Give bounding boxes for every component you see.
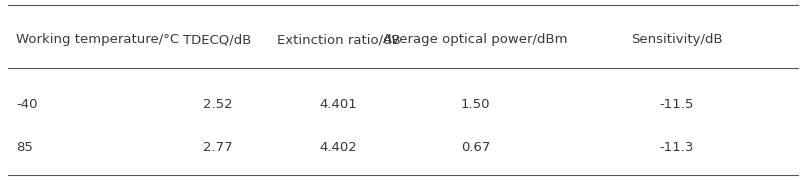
Text: 0.67: 0.67 (461, 141, 490, 154)
Text: -11.5: -11.5 (660, 98, 694, 111)
Text: TDECQ/dB: TDECQ/dB (184, 33, 251, 46)
Text: Working temperature/°C: Working temperature/°C (16, 33, 179, 46)
Text: 1.50: 1.50 (461, 98, 490, 111)
Text: 4.401: 4.401 (320, 98, 357, 111)
Text: Extinction ratio/dB: Extinction ratio/dB (276, 33, 401, 46)
Text: 4.402: 4.402 (320, 141, 357, 154)
Text: 2.77: 2.77 (203, 141, 232, 154)
Text: Average optical power/dBm: Average optical power/dBm (384, 33, 567, 46)
Text: -11.3: -11.3 (660, 141, 694, 154)
Text: -40: -40 (16, 98, 38, 111)
Text: 2.52: 2.52 (203, 98, 232, 111)
Text: 85: 85 (16, 141, 33, 154)
Text: Sensitivity/dB: Sensitivity/dB (631, 33, 723, 46)
